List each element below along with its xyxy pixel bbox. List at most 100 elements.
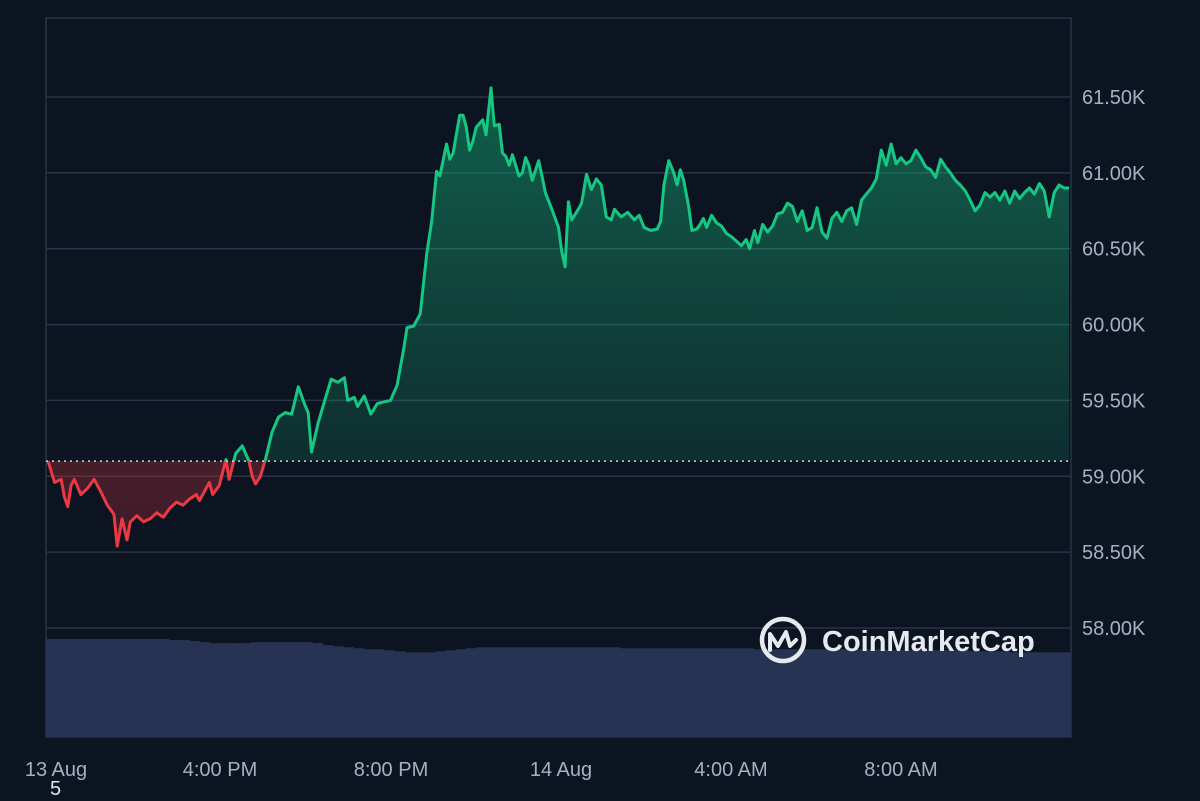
volume-bar [169,640,180,737]
volume-bar [56,639,67,737]
volume-bar [486,647,498,737]
volume-bar [435,651,447,737]
volume-bar [845,649,857,737]
volume-bar [66,639,78,737]
volume-bar [784,649,795,737]
volume-bar [548,647,559,737]
volume-bar [589,647,600,737]
volume-bar [722,648,734,737]
x-tick-label: 14 Aug [530,759,592,781]
volume-bar [333,646,344,737]
volume-bar [527,647,539,737]
volume-bar [978,651,990,737]
volume-bar [558,647,570,737]
volume-bar [650,648,662,737]
volume-bar [251,642,262,737]
volume-bar [384,650,395,737]
volume-bar [763,649,775,737]
volume-bar [476,647,488,737]
volume-bar [302,642,313,737]
volume-bar [466,648,477,737]
volume-bar [148,639,160,737]
volume-bar [87,639,98,737]
volume-bar [189,641,201,737]
volume-bar [415,652,426,737]
volume-bar [230,643,242,737]
volume-bar [538,647,549,737]
volume-bar [1060,652,1072,737]
volume-bar [681,648,693,737]
area-below-baseline [48,461,1069,547]
volume-bar [281,642,293,737]
volume-bar [917,650,928,737]
volume-bar [363,649,375,737]
volume-bar [958,650,969,737]
volume-bar [886,650,898,737]
volume-bar [404,652,416,737]
volume-bar [661,648,672,737]
volume-bar [312,643,324,737]
y-tick-label: 59.00K [1082,466,1146,488]
volume-bar [968,651,980,737]
volume-bar [271,642,283,737]
volume-bar [1030,652,1041,737]
volume-bar [138,639,149,737]
volume-bar [989,651,1000,737]
volume-bar [1009,652,1021,737]
price-area [48,87,1069,547]
volume-bar [814,649,826,737]
volume-bars [46,639,1072,737]
volume-bar [640,648,652,737]
stray-text: 5 [50,778,62,800]
volume-bar [568,647,580,737]
price-line [46,86,1069,548]
volume-bar [394,651,406,737]
volume-bar [599,647,611,737]
x-tick-label: 4:00 AM [694,759,767,781]
volume-bar [456,649,467,737]
volume-bar [1019,652,1031,737]
y-tick-label: 61.50K [1082,87,1146,109]
volume-bar [107,639,119,737]
volume-bar [712,648,723,737]
volume-bar [804,649,816,737]
volume-bar [517,647,529,737]
volume-bar [876,649,887,737]
volume-bar [671,648,682,737]
volume-bar [210,643,221,737]
y-tick-label: 59.50K [1082,390,1146,412]
volume-bar [620,648,631,737]
volume-bar [927,650,939,737]
volume-bar [374,649,385,737]
volume-bar [199,642,211,737]
volume-bar [691,648,703,737]
volume-bar [46,639,57,737]
volume-bar [97,639,108,737]
volume-bar [896,650,908,737]
price-line-up [48,86,1069,461]
x-tick-label: 8:00 AM [864,759,937,781]
volume-bar [240,643,252,737]
y-tick-label: 60.50K [1082,239,1146,261]
volume-bar [128,639,139,737]
volume-bar [353,648,365,737]
volume-bar [753,649,764,737]
volume-bar [825,649,836,737]
volume-bar [179,640,190,737]
volume-bar [835,649,846,737]
x-tick-label: 13 Aug [25,759,87,781]
volume-bar [609,647,621,737]
y-tick-label: 58.00K [1082,618,1146,640]
volume-bar [292,642,303,737]
volume-bar [855,649,867,737]
coinmarketcap-logo: CoinMarketCap [759,616,1035,664]
volume-bar [445,650,457,737]
volume-bar [261,642,272,737]
volume-bar [322,645,334,737]
x-axis: 13 Aug 4:00 PM 8:00 PM 14 Aug 4:00 AM 8:00 AM [25,759,938,781]
volume-bar [732,648,744,737]
volume-bar [220,643,231,737]
y-tick-label: 58.50K [1082,542,1146,564]
volume-bar [702,648,713,737]
